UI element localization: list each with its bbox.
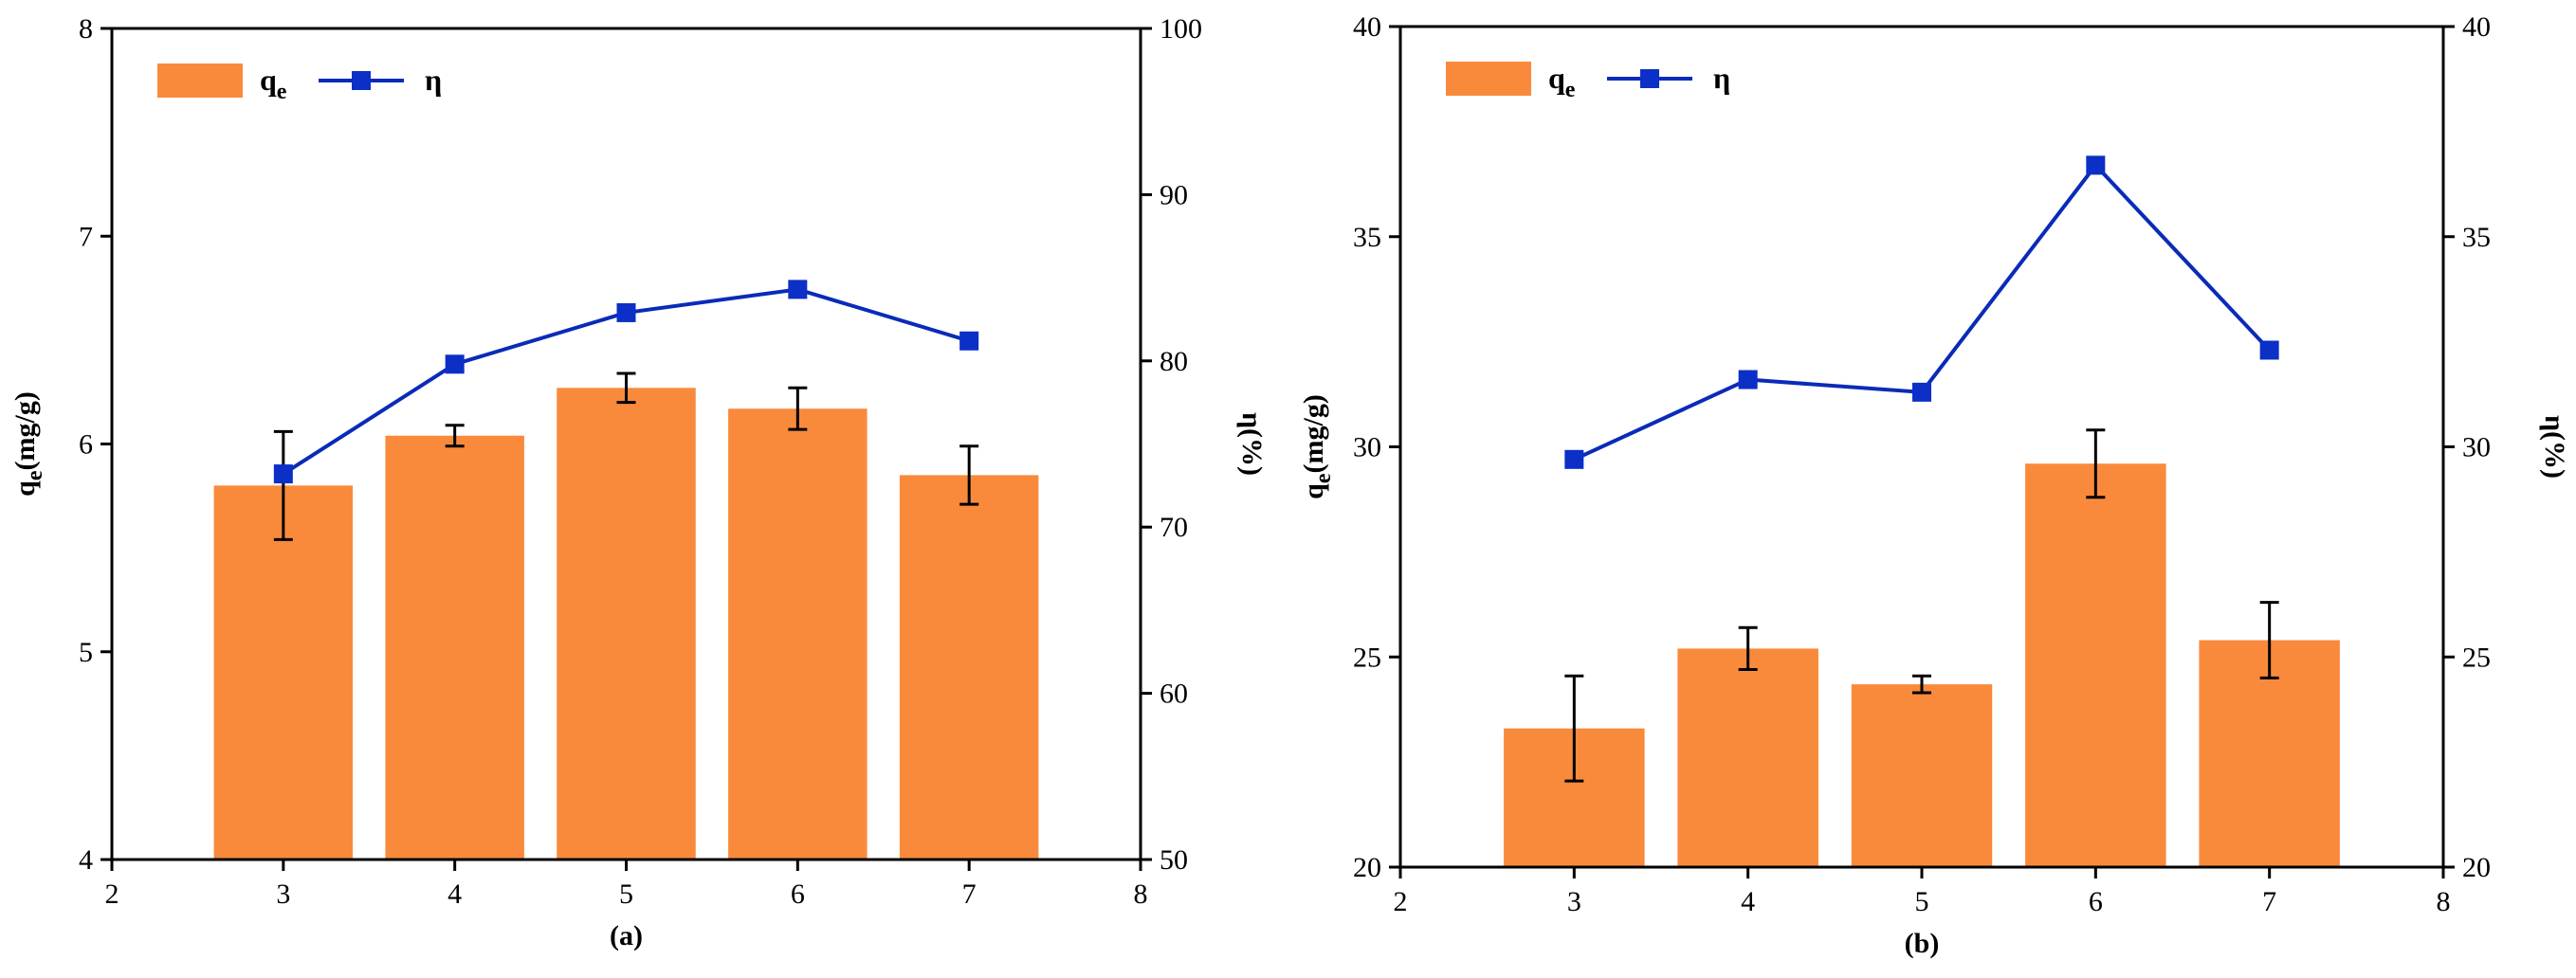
- x-tick-label: 6: [791, 878, 805, 910]
- eta-marker: [445, 354, 465, 374]
- eta-marker: [1912, 382, 1931, 402]
- y2-axis-label: η(%): [2539, 415, 2570, 479]
- legend: qe η: [1446, 61, 1730, 102]
- x-tick-label: 7: [2262, 886, 2276, 917]
- error-bar: [445, 424, 465, 448]
- legend-bar-label: qe: [260, 63, 287, 104]
- legend-line-label: η: [1713, 61, 1730, 95]
- eta-marker: [2086, 155, 2106, 175]
- y-axis-label-unit: (mg/g): [9, 391, 41, 470]
- error-bar: [2086, 428, 2106, 499]
- error-bar: [273, 429, 293, 541]
- legend-bar-label-main: q: [1548, 61, 1565, 95]
- y2-tick-label: 100: [1160, 13, 1202, 45]
- y-tick-label: 25: [1353, 642, 1381, 673]
- y-axis-label-main: q: [1298, 483, 1329, 499]
- x-tick-label: 8: [2437, 886, 2451, 917]
- x-tick-label: 8: [1134, 878, 1148, 910]
- y2-tick-label: 30: [2462, 432, 2491, 463]
- panel-caption: (b): [1905, 928, 1940, 959]
- eta-line: [1573, 162, 2272, 462]
- eta-marker: [2259, 340, 2279, 360]
- error-bar: [1564, 674, 1584, 783]
- error-bar: [959, 444, 979, 506]
- y-axis-label-sub: e: [23, 470, 47, 480]
- x-tick-label: 4: [448, 878, 462, 910]
- y2-tick-label: 70: [1160, 512, 1188, 543]
- legend-bar-label-main: q: [260, 63, 277, 97]
- legend-line-marker: [1640, 69, 1659, 88]
- legend: qe η: [157, 63, 442, 104]
- x-tick-label: 7: [962, 878, 977, 910]
- x-tick-label: 6: [2089, 886, 2103, 917]
- x-tick-label: 2: [105, 878, 119, 910]
- x-tick-label: 5: [1915, 886, 1929, 917]
- eta-marker: [273, 464, 293, 484]
- y-axis-label-main: q: [9, 480, 41, 497]
- y2-tick-label: 50: [1160, 844, 1188, 876]
- bar: [1677, 648, 1818, 867]
- y-tick-label: 4: [79, 844, 93, 876]
- bar: [385, 435, 524, 860]
- y-tick-label: 8: [79, 13, 93, 45]
- eta-marker: [1738, 370, 1758, 389]
- error-bar: [2259, 601, 2279, 679]
- bar: [2025, 463, 2166, 867]
- legend-line-marker: [352, 71, 371, 90]
- y2-tick-label: 25: [2462, 642, 2491, 673]
- panel-caption: (a): [610, 920, 643, 951]
- y2-tick-label: 40: [2462, 11, 2491, 43]
- x-tick-label: 4: [1741, 886, 1755, 917]
- y-tick-label: 5: [79, 637, 93, 668]
- error-bar: [1912, 674, 1931, 695]
- y2-tick-label: 90: [1160, 179, 1188, 210]
- error-bar: [788, 386, 808, 431]
- legend-bar-label-sub: e: [277, 80, 287, 104]
- y-tick-label: 6: [79, 429, 93, 461]
- bar: [213, 485, 354, 860]
- eta-marker: [1564, 449, 1584, 469]
- x-tick-label: 3: [276, 878, 290, 910]
- y2-axis-label: η(%): [1236, 412, 1268, 476]
- y-tick-label: 40: [1353, 11, 1381, 43]
- y-tick-label: 20: [1353, 852, 1381, 883]
- y2-tick-label: 60: [1160, 679, 1188, 710]
- eta-marker: [959, 331, 979, 351]
- bar: [1851, 684, 1993, 867]
- eta-marker: [616, 302, 636, 322]
- legend-bar-swatch: [1446, 62, 1531, 96]
- bar: [557, 388, 696, 860]
- x-tick-label: 5: [619, 878, 633, 910]
- y-axis-label-unit: (mg/g): [1298, 394, 1329, 473]
- error-bar: [616, 371, 636, 405]
- legend-bar-label-sub: e: [1565, 78, 1576, 102]
- x-tick-label: 2: [1394, 886, 1408, 917]
- legend-bar-label: qe: [1548, 61, 1576, 102]
- y2-tick-label: 80: [1160, 346, 1188, 377]
- y-axis-label: qe(mg/g): [9, 391, 47, 497]
- y-axis-label: qe(mg/g): [1298, 394, 1336, 499]
- eta-marker: [788, 280, 808, 299]
- bar: [899, 475, 1039, 860]
- y-axis-label-sub: e: [1311, 473, 1336, 483]
- y2-tick-label: 20: [2462, 852, 2491, 883]
- bar: [728, 408, 868, 860]
- y-tick-label: 30: [1353, 432, 1381, 463]
- legend-line-label: η: [425, 63, 442, 97]
- y2-tick-label: 35: [2462, 222, 2491, 253]
- error-bar: [1738, 625, 1758, 672]
- legend-bar-swatch: [157, 63, 243, 98]
- y-tick-label: 35: [1353, 222, 1381, 253]
- y-tick-label: 7: [79, 221, 93, 252]
- x-tick-label: 3: [1567, 886, 1581, 917]
